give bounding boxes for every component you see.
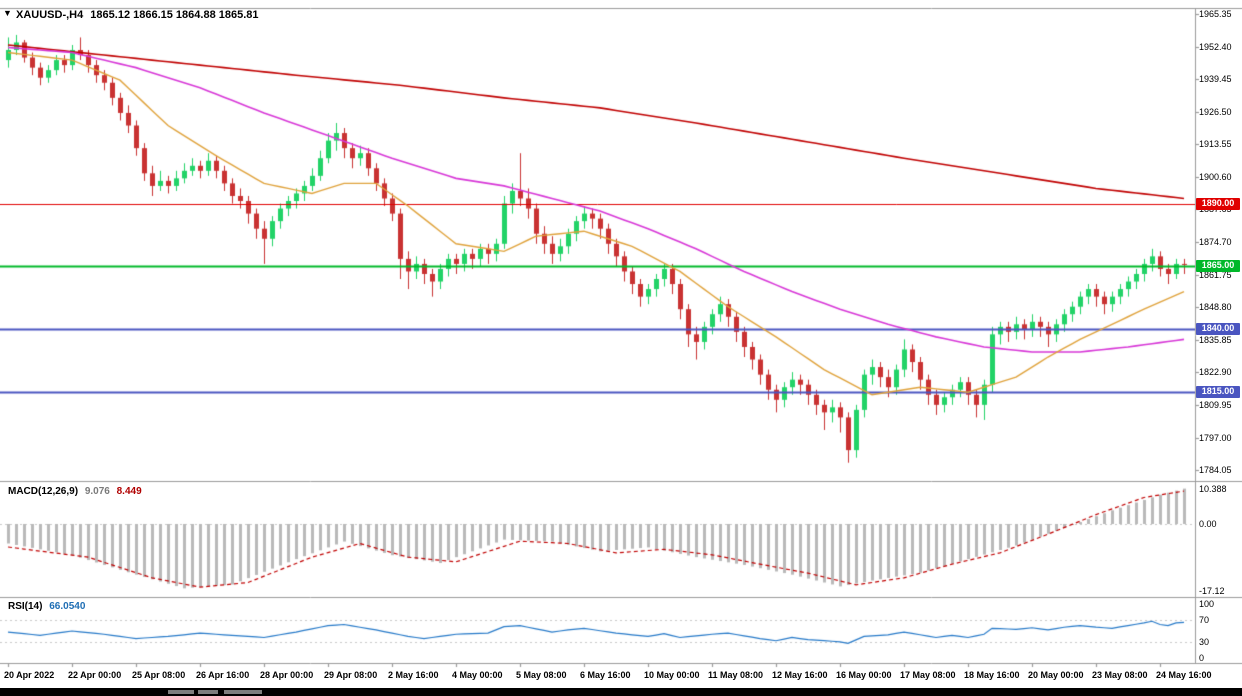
time-axis-label: 29 Apr 08:00 xyxy=(324,670,378,680)
symbol-title: XAUUSD-,H4 1865.12 1866.15 1864.88 1865.… xyxy=(16,9,263,21)
time-axis-label: 17 May 08:00 xyxy=(900,670,956,680)
time-axis-label: 26 Apr 16:00 xyxy=(196,670,250,680)
rsi-axis: 100 70 30 0 xyxy=(1197,0,1241,696)
price-axis-label: 1952.40 xyxy=(1199,42,1232,52)
price-level-tag: 1865.00 xyxy=(1196,260,1240,272)
macd-axis: 10.388 0.00 -17.12 xyxy=(1197,0,1241,696)
macd-value-signal: 8.449 xyxy=(116,486,142,497)
symbol-period-label: XAUUSD-,H4 xyxy=(16,9,84,21)
price-level-tag: 1890.00 xyxy=(1196,198,1240,210)
price-axis-label: 1835.85 xyxy=(1199,335,1232,345)
rsi-axis-label: 0 xyxy=(1199,653,1205,663)
price-axis-label: 1965.35 xyxy=(1199,9,1232,19)
time-axis-label: 23 May 08:00 xyxy=(1092,670,1148,680)
price-axis-label: 1784.05 xyxy=(1199,465,1232,475)
rsi-axis-label: 30 xyxy=(1199,637,1210,647)
time-axis-label: 25 Apr 08:00 xyxy=(132,670,186,680)
price-axis-label: 1939.45 xyxy=(1199,74,1232,84)
price-axis-label: 1900.60 xyxy=(1199,172,1232,182)
time-axis-label: 10 May 00:00 xyxy=(644,670,700,680)
time-axis-label: 22 Apr 00:00 xyxy=(68,670,122,680)
price-axis-label: 1874.70 xyxy=(1199,237,1232,247)
time-axis-label: 20 Apr 2022 xyxy=(4,670,55,680)
price-axis-label: 1848.80 xyxy=(1199,302,1232,312)
macd-axis-label: -17.12 xyxy=(1199,586,1225,596)
time-axis-label: 24 May 16:00 xyxy=(1156,670,1212,680)
taskbar-segment xyxy=(224,690,262,694)
macd-value-main: 9.076 xyxy=(84,486,110,497)
macd-indicator-label: MACD(12,26,9) 9.076 8.449 xyxy=(8,486,146,497)
rsi-value: 66.0540 xyxy=(49,601,86,612)
taskbar-segment xyxy=(168,690,194,694)
time-axis-label: 4 May 00:00 xyxy=(452,670,503,680)
time-axis-label: 6 May 16:00 xyxy=(580,670,631,680)
symbol-ohlc-values: 1865.12 1866.15 1864.88 1865.81 xyxy=(90,9,259,21)
time-axis[interactable]: 20 Apr 2022 22 Apr 00:00 25 Apr 08:00 26 Ap… xyxy=(0,668,1242,686)
time-axis-label: 12 May 16:00 xyxy=(772,670,828,680)
time-axis-label: 16 May 00:00 xyxy=(836,670,892,680)
time-axis-label: 18 May 16:00 xyxy=(964,670,1020,680)
bottom-bar xyxy=(0,688,1242,696)
time-axis-label: 2 May 16:00 xyxy=(388,670,439,680)
rsi-indicator-label: RSI(14) 66.0540 xyxy=(8,601,89,612)
time-axis-label: 28 Apr 00:00 xyxy=(260,670,314,680)
time-axis-label: 11 May 08:00 xyxy=(708,670,764,680)
price-axis-label: 1926.50 xyxy=(1199,107,1232,117)
macd-axis-label: 10.388 xyxy=(1199,484,1227,494)
macd-axis-label: 0.00 xyxy=(1199,519,1217,529)
price-axis-label: 1913.55 xyxy=(1199,139,1232,149)
price-axis-label: 1861.75 xyxy=(1199,270,1232,280)
time-axis-label: 20 May 00:00 xyxy=(1028,670,1084,680)
chart-shift-marker-icon: ▼ xyxy=(3,8,12,18)
price-level-tag: 1815.00 xyxy=(1196,386,1240,398)
time-axis-label: 5 May 08:00 xyxy=(516,670,567,680)
macd-name: MACD(12,26,9) xyxy=(8,486,79,497)
rsi-axis-label: 100 xyxy=(1199,599,1215,609)
price-axis-label: 1822.90 xyxy=(1199,367,1232,377)
price-level-tag: 1840.00 xyxy=(1196,323,1240,335)
rsi-axis-label: 70 xyxy=(1199,615,1210,625)
price-axis-label: 1797.00 xyxy=(1199,433,1232,443)
price-axis-label: 1809.95 xyxy=(1199,400,1232,410)
taskbar-segment xyxy=(198,690,218,694)
rsi-name: RSI(14) xyxy=(8,601,43,612)
